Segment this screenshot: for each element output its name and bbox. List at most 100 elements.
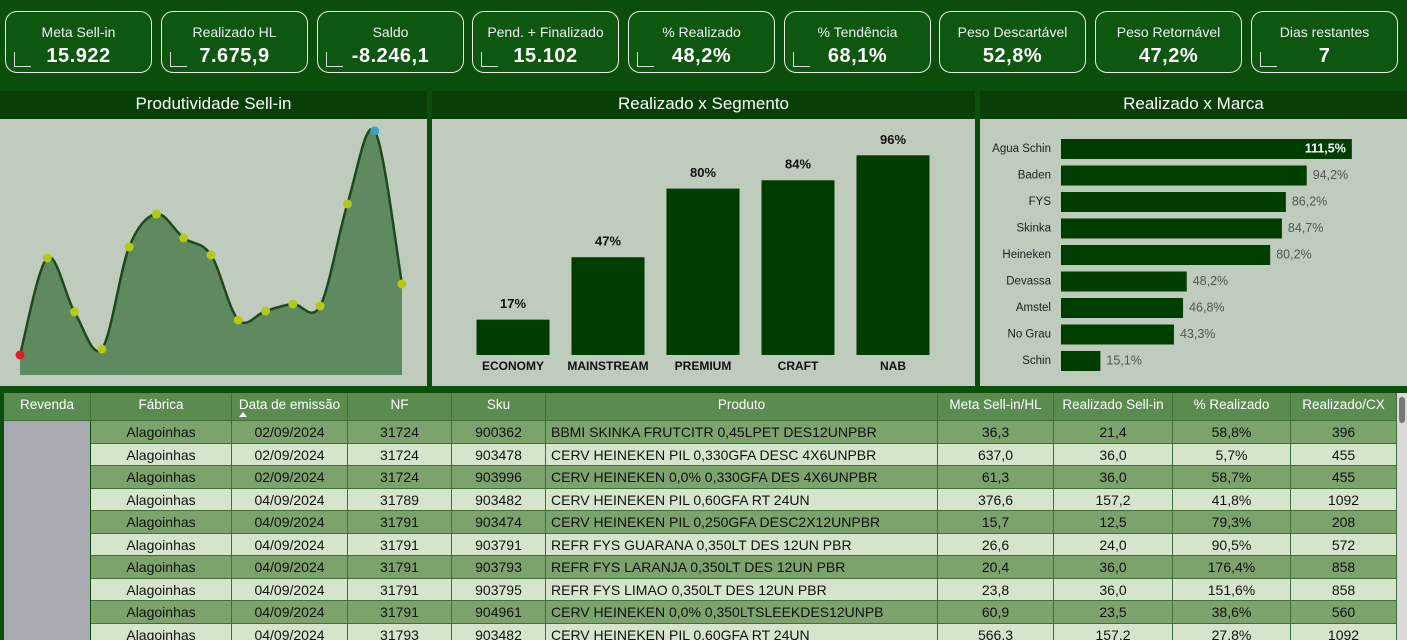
- hbar-chart: Agua Schin 111,5% Baden 94,2% FYS 86,2% Skinka…: [992, 139, 1352, 371]
- point: [261, 306, 271, 316]
- table-cell: 24,0: [1054, 533, 1173, 556]
- table-cell: 02/09/2024: [232, 443, 348, 466]
- bar: [1061, 245, 1271, 265]
- table: Revenda Fábrica Data de emissão NF Sku Produt…: [4, 393, 1397, 640]
- column-header[interactable]: % Realizado: [1173, 393, 1291, 421]
- table-cell: 36,0: [1054, 466, 1173, 489]
- table-cell: 31724: [348, 443, 452, 466]
- y-tick-label: Amstel: [1016, 302, 1051, 314]
- table-cell: 157,2: [1054, 623, 1173, 640]
- kpi-value: 15.102: [513, 45, 578, 67]
- panel-title: Realizado x Marca: [980, 91, 1407, 119]
- data-label: 46,8%: [1189, 300, 1224, 314]
- table-cell: BBMI SKINKA FRUTCITR 0,45LPET DES12UNPBR: [546, 421, 938, 444]
- table-cell: Alagoinhas: [91, 511, 232, 534]
- point: [315, 301, 325, 311]
- bar: [1061, 351, 1101, 371]
- table-cell: 12,5: [1054, 511, 1173, 534]
- point: [70, 307, 80, 317]
- table-cell: 157,2: [1054, 488, 1173, 511]
- kpi-value: -8.246,1: [351, 45, 430, 67]
- kpi-icon: [481, 52, 498, 67]
- point: [97, 344, 107, 354]
- table-cell: 36,0: [1054, 578, 1173, 601]
- table-cell: 36,0: [1054, 556, 1173, 579]
- kpi-label: Peso Descartável: [957, 24, 1068, 40]
- x-tick-label: PREMIUM: [675, 359, 732, 373]
- table-cell: CERV HEINEKEN PIL 0,330GFA DESC 4X6UNPBR: [546, 443, 938, 466]
- table-cell: 1092: [1291, 488, 1397, 511]
- table-cell: CERV HEINEKEN PIL 0,60GFA RT 24UN: [546, 623, 938, 640]
- kpi-card: Saldo -8.246,1: [317, 11, 464, 73]
- bar: [1061, 139, 1352, 159]
- table-cell: 04/09/2024: [232, 623, 348, 640]
- table-cell: 566,3: [938, 623, 1054, 640]
- table-cell: 31791: [348, 533, 452, 556]
- column-header[interactable]: Meta Sell-in/HL: [938, 393, 1054, 421]
- column-header[interactable]: Realizado/CX: [1291, 393, 1397, 421]
- table-cell: 04/09/2024: [232, 533, 348, 556]
- panel-title: Produtividade Sell-in: [0, 91, 427, 119]
- table-cell: 31724: [348, 466, 452, 489]
- y-tick-label: Heineken: [1002, 249, 1051, 261]
- point: [15, 350, 25, 360]
- table-cell: 903478: [452, 443, 546, 466]
- kpi-icon: [1260, 52, 1277, 67]
- table-cell: Alagoinhas: [91, 488, 232, 511]
- table-cell: 31724: [348, 421, 452, 444]
- table-cell: 376,6: [938, 488, 1054, 511]
- scrollbar[interactable]: [1397, 393, 1407, 640]
- table-cell: 36,3: [938, 421, 1054, 444]
- table-cell: 02/09/2024: [232, 421, 348, 444]
- kpi-label: Meta Sell-in: [41, 24, 116, 40]
- table-cell: 21,4: [1054, 421, 1173, 444]
- table-cell: CERV HEINEKEN 0,0% 0,330GFA DES 4X6UNPBR: [546, 466, 938, 489]
- table-cell: 04/09/2024: [232, 488, 348, 511]
- x-tick-label: MAINSTREAM: [567, 359, 648, 373]
- table-cell: 27,8%: [1173, 623, 1291, 640]
- column-header[interactable]: Data de emissão: [232, 393, 348, 421]
- y-tick-label: Skinka: [1016, 223, 1051, 235]
- table-cell: 23,8: [938, 578, 1054, 601]
- bar: [856, 155, 930, 355]
- point: [206, 250, 216, 260]
- scroll-thumb[interactable]: [1399, 397, 1405, 423]
- bar: [1061, 218, 1282, 239]
- point: [179, 233, 189, 243]
- kpi-card: Meta Sell-in 15.922: [5, 11, 152, 73]
- bar: [571, 257, 645, 355]
- table-cell: 903482: [452, 623, 546, 640]
- table-cell: Alagoinhas: [91, 578, 232, 601]
- table-cell: 900362: [452, 421, 546, 444]
- kpi-card: Pend. + Finalizado 15.102: [472, 11, 619, 73]
- bar: [1061, 192, 1286, 212]
- table-cell: 31793: [348, 623, 452, 640]
- data-label: 96%: [880, 132, 906, 147]
- table-cell: 58,8%: [1173, 421, 1291, 444]
- point: [124, 242, 134, 252]
- kpi-card: Peso Retornável 47,2%: [1095, 11, 1242, 73]
- kpi-label: Dias restantes: [1279, 24, 1370, 40]
- column-header[interactable]: Revenda: [4, 393, 91, 421]
- column-header[interactable]: Realizado Sell-in: [1054, 393, 1173, 421]
- table-cell: CERV HEINEKEN 0,0% 0,350LTSLEEKDES12UNPB: [546, 601, 938, 624]
- point: [397, 279, 407, 289]
- data-label: 80%: [690, 165, 716, 180]
- y-tick-label: No Grau: [1008, 329, 1051, 341]
- data-label: 15,1%: [1106, 353, 1141, 367]
- kpi-icon: [637, 52, 654, 67]
- table-cell: 31791: [348, 556, 452, 579]
- column-header[interactable]: Produto: [546, 393, 938, 421]
- table-cell: REFR FYS GUARANA 0,350LT DES 12UN PBR: [546, 533, 938, 556]
- column-header[interactable]: Fábrica: [91, 393, 232, 421]
- table-cell: 903793: [452, 556, 546, 579]
- kpi-icon: [326, 52, 343, 67]
- kpi-icon: [793, 52, 810, 67]
- column-header[interactable]: Sku: [452, 393, 546, 421]
- kpi-label: Pend. + Finalizado: [487, 24, 604, 40]
- table-cell: 1092: [1291, 623, 1397, 640]
- data-label: 84,7%: [1288, 221, 1323, 235]
- table-cell: 396: [1291, 421, 1397, 444]
- column-header[interactable]: NF: [348, 393, 452, 421]
- kpi-label: Realizado HL: [192, 24, 277, 40]
